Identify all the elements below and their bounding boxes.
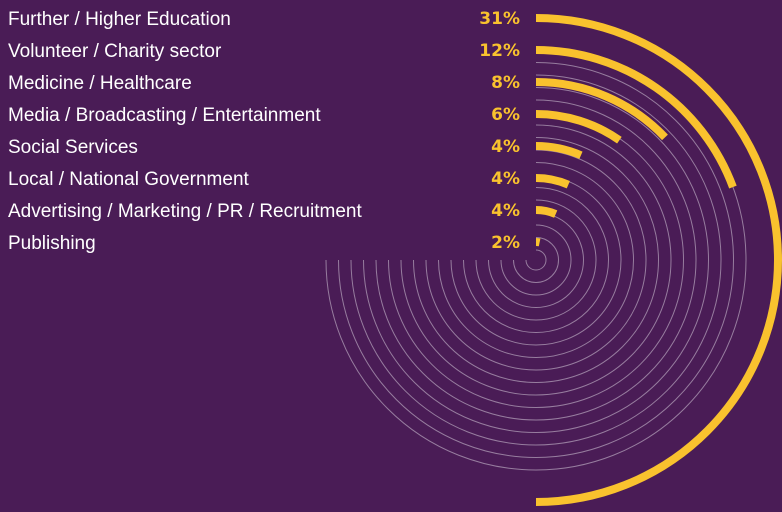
bar-7 — [535, 206, 558, 218]
value-label: 4% — [491, 137, 520, 157]
category-label: Medicine / Healthcare — [8, 73, 192, 94]
bar-6 — [535, 174, 570, 189]
ring-arc — [513, 237, 559, 283]
category-label: Further / Higher Education — [8, 9, 231, 30]
value-label: 6% — [491, 105, 520, 125]
ring-arc — [525, 249, 547, 271]
bar-1 — [535, 14, 782, 506]
chart-bars — [535, 14, 782, 506]
category-label: Local / National Government — [8, 169, 250, 190]
value-label: 8% — [491, 73, 520, 93]
ring-arc — [450, 174, 622, 346]
ring-arc — [350, 74, 722, 446]
value-label: 4% — [491, 201, 520, 221]
ring-arc — [413, 137, 659, 383]
ring-arc — [400, 124, 672, 396]
value-label: 2% — [491, 233, 520, 253]
category-labels: Further / Higher Education Volunteer / Ch… — [8, 9, 362, 254]
category-label: Media / Broadcasting / Entertainment — [8, 105, 321, 126]
ring-arc — [338, 62, 734, 458]
ring-arc — [375, 99, 697, 421]
ring-arc — [463, 187, 609, 333]
value-label: 4% — [491, 169, 520, 189]
ring-arc — [500, 224, 572, 296]
bar-2 — [535, 46, 737, 189]
ring-arc — [488, 212, 584, 308]
bar-4 — [535, 110, 622, 144]
ring-arc — [438, 162, 634, 358]
ring-arc — [475, 199, 597, 321]
ring-arc — [388, 112, 684, 408]
ring-arc — [425, 149, 647, 371]
decorative-rings — [325, 49, 747, 471]
bar-3 — [535, 78, 668, 141]
value-label: 31% — [479, 9, 520, 29]
category-label: Advertising / Marketing / PR / Recruitme… — [8, 201, 362, 222]
value-label: 12% — [479, 41, 520, 61]
ring-arc — [363, 87, 709, 433]
category-label: Volunteer / Charity sector — [8, 41, 222, 62]
bar-5 — [535, 142, 583, 159]
category-label: Social Services — [8, 137, 138, 158]
category-label: Publishing — [8, 233, 96, 254]
value-labels: 31% 12% 8% 6% 4% 4% 4% 2% — [479, 9, 520, 253]
